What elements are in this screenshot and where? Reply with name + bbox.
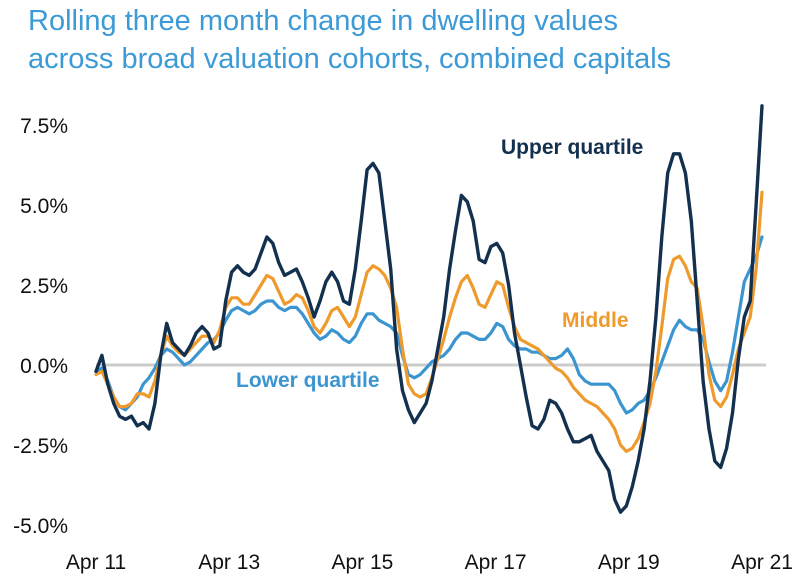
label-upper-quartile: Upper quartile	[501, 136, 643, 159]
y-tick-label: -2.5%	[13, 435, 68, 458]
y-tick-label: 5.0%	[20, 195, 68, 218]
y-tick-label: 0.0%	[20, 355, 68, 378]
series-group	[94, 104, 764, 514]
label-lower-quartile: Lower quartile	[236, 369, 380, 392]
x-tick-label: Apr 17	[465, 551, 527, 574]
x-tick-label: Apr 19	[598, 551, 660, 574]
y-tick-label: -5.0%	[13, 515, 68, 538]
chart-title: Rolling three month change in dwelling v…	[28, 2, 798, 78]
chart-title-line-1: Rolling three month change in dwelling v…	[28, 5, 619, 37]
series-labels: Upper quartile Middle Lower quartile	[236, 136, 643, 392]
x-tick-label: Apr 11	[66, 551, 126, 574]
chart-title-line-2: across broad valuation cohorts, combined…	[28, 43, 672, 75]
x-tick-label: Apr 15	[331, 551, 393, 574]
series-line-lower-quartile	[94, 235, 764, 415]
y-axis-ticks: 7.5% 5.0% 2.5% 0.0% -2.5% -5.0%	[13, 115, 68, 538]
y-tick-label: 7.5%	[20, 115, 68, 138]
x-tick-label: Apr 13	[198, 551, 260, 574]
y-tick-label: 2.5%	[20, 275, 68, 298]
x-tick-label: Apr 21	[731, 551, 793, 574]
series-line-upper-quartile	[94, 104, 764, 514]
label-middle: Middle	[562, 309, 629, 332]
x-axis-ticks: Apr 11 Apr 13 Apr 15 Apr 17 Apr 19 Apr 21	[66, 551, 793, 574]
